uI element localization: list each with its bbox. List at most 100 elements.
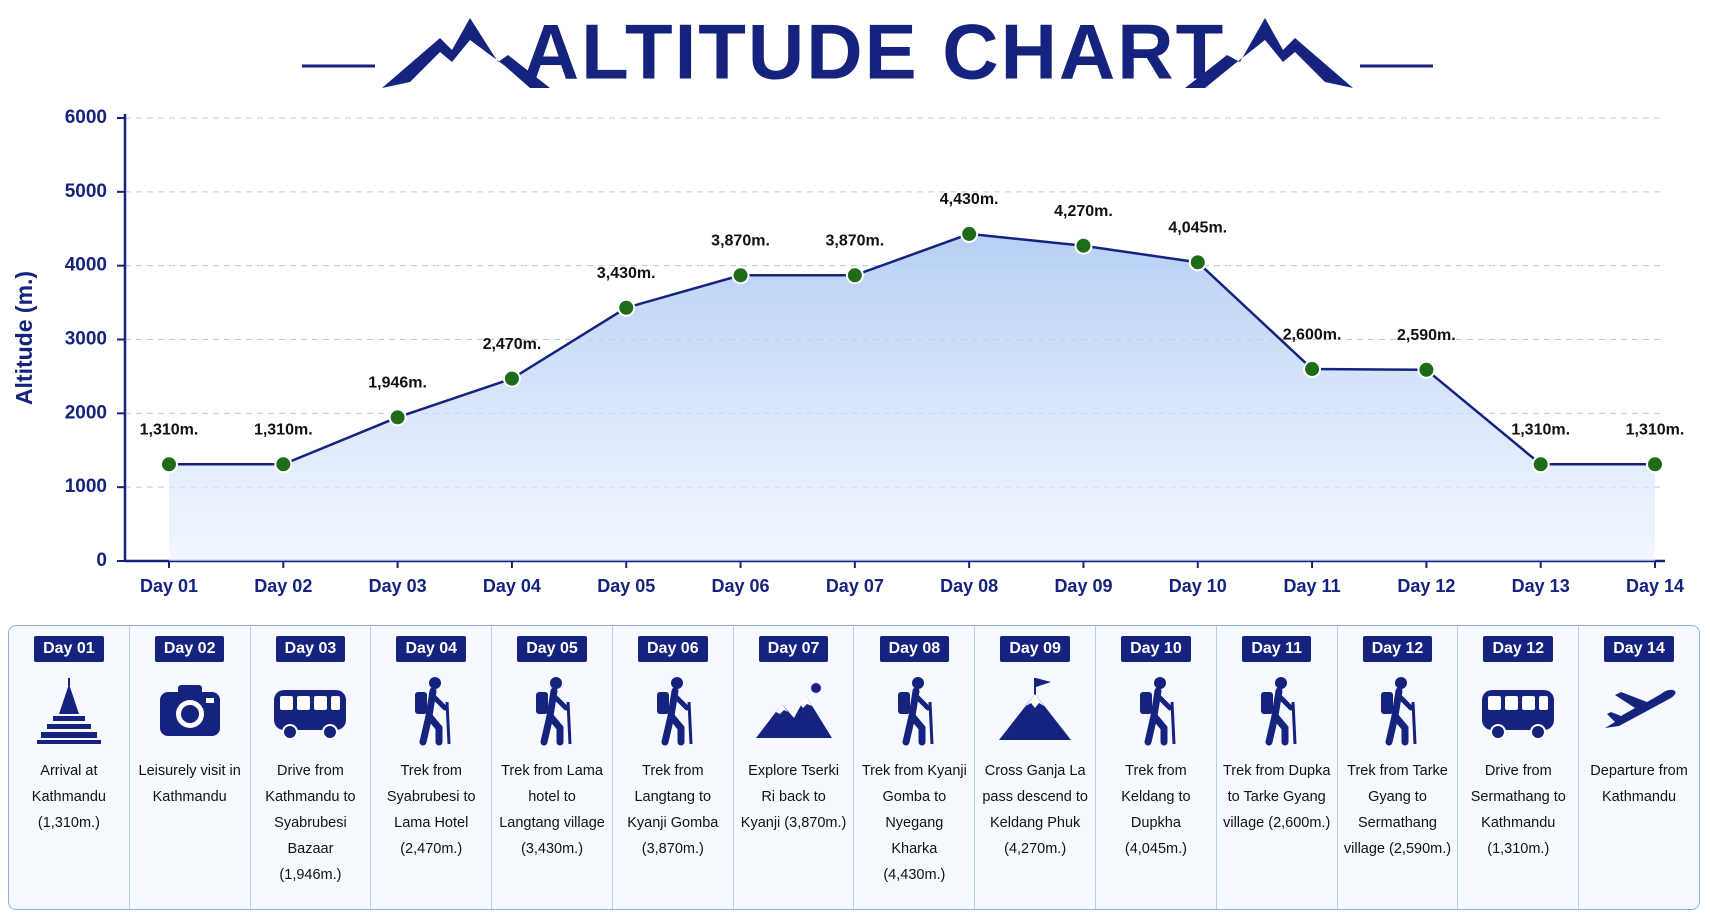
day-description: Trek from Langtang to Kyanji Gomba (3,87… xyxy=(627,763,719,857)
value-label: 1,310m. xyxy=(254,421,313,438)
title-decoration xyxy=(302,18,1433,88)
point xyxy=(1531,455,1550,474)
x-tick-label: Day 08 xyxy=(940,576,998,596)
icon xyxy=(1481,689,1556,740)
value-label: 1,310m. xyxy=(1626,421,1685,438)
day-description: Trek from Dupka to Tarke Gyang village (… xyxy=(1222,763,1331,831)
itinerary-card: Day 11 Trek from Dupka to Tarke Gyang vil… xyxy=(1217,626,1338,909)
y-tick-label: 0 xyxy=(96,550,107,571)
y-tick-label: 5000 xyxy=(65,181,107,202)
itinerary-card: Day 12 Trek from Tarke Gyang to Sermathan… xyxy=(1338,626,1459,909)
icon xyxy=(1235,676,1319,746)
y-tick-label: 1000 xyxy=(65,476,107,497)
day-description: Drive from Sermathang to Kathmandu (1,31… xyxy=(1470,763,1566,857)
day-badge: Day 08 xyxy=(879,636,950,662)
icon xyxy=(159,685,220,736)
itinerary-card: Day 03 Drive from Kathmandu to Syabrubesi… xyxy=(251,626,372,909)
y-tick-label: 6000 xyxy=(65,107,107,128)
icon xyxy=(389,676,473,746)
value-label: 4,045m. xyxy=(1168,220,1227,237)
day-badge: Day 11 xyxy=(1242,636,1312,662)
itinerary-card: Day 01 Arrival at Kathmandu (1,310m.) xyxy=(9,626,130,909)
day-badge: Day 07 xyxy=(758,636,829,662)
x-tick-label: Day 02 xyxy=(254,576,312,596)
itinerary-card: Day 02 Leisurely visit in Kathmandu xyxy=(130,626,251,909)
day-description: Trek from Syabrubesi to Lama Hotel (2,47… xyxy=(386,763,476,857)
day-badge: Day 10 xyxy=(1121,636,1191,662)
x-tick-label: Day 05 xyxy=(597,576,655,596)
point xyxy=(731,266,750,285)
point xyxy=(388,408,407,427)
x-tick-label: Day 12 xyxy=(1397,576,1455,596)
x-tick-label: Day 11 xyxy=(1284,576,1341,596)
day-description: Trek from Tarke Gyang to Sermathang vill… xyxy=(1343,763,1452,857)
area xyxy=(169,233,1655,561)
x-tick-label: Day 01 xyxy=(140,576,198,596)
value-label: 3,430m. xyxy=(597,265,656,282)
point xyxy=(274,455,293,474)
icon xyxy=(36,678,101,744)
day-badge: Day 09 xyxy=(1000,636,1070,662)
icon xyxy=(631,676,715,746)
day-badge: Day 06 xyxy=(638,636,708,662)
itinerary-card: Day 07 Explore Tserki Ri back to Kyanji (… xyxy=(734,626,855,909)
x-tick-label: Day 04 xyxy=(483,576,541,596)
point xyxy=(845,266,864,285)
itinerary-card: Day 10 Trek from Keldang to Dupkha (4,045… xyxy=(1096,626,1217,909)
day-badge: Day 02 xyxy=(154,636,225,662)
day-badge: Day 05 xyxy=(517,636,587,662)
value-label: 3,870m. xyxy=(825,232,884,249)
point xyxy=(1646,455,1664,474)
day-badge: Day 01 xyxy=(34,636,104,662)
point xyxy=(1417,360,1436,379)
day-description: Trek from Keldang to Dupkha (4,045m.) xyxy=(1121,763,1191,857)
itinerary-card: Day 08 Trek from Kyanji Gomba to Nyegang … xyxy=(854,626,976,909)
point xyxy=(1188,253,1207,272)
line xyxy=(169,232,1655,466)
x-tick-label: Day 07 xyxy=(826,576,884,596)
x-tick-label: Day 14 xyxy=(1626,576,1684,596)
value-label: 1,946m. xyxy=(368,375,427,392)
value-label: 2,470m. xyxy=(483,336,542,353)
point xyxy=(1303,360,1322,379)
day-badge: Day 12 xyxy=(1483,636,1554,662)
chart: ALTITUDE CHART Altitude (m.) 0 1000 2000 30… xyxy=(11,8,1685,596)
value-label: 1,310m. xyxy=(140,421,199,438)
value-label: 4,270m. xyxy=(1054,203,1113,220)
day-description: Explore Tserki Ri back to Kyanji (3,870m… xyxy=(740,763,847,831)
y-tick-label: 2000 xyxy=(65,402,107,423)
x-tick-label: Day 13 xyxy=(1512,576,1570,596)
y-tick-label: 3000 xyxy=(65,329,107,350)
itinerary-card: Day 14 Departure from Kathmandu xyxy=(1579,626,1699,909)
icon xyxy=(1114,676,1198,746)
value-label: 4,430m. xyxy=(940,191,999,208)
value-label: 2,600m. xyxy=(1283,326,1342,343)
day-description: Leisurely visit in Kathmandu xyxy=(138,763,241,805)
y-tick-label: 4000 xyxy=(65,255,107,276)
itinerary-card: Day 06 Trek from Langtang to Kyanji Gomba… xyxy=(613,626,734,909)
day-badge: Day 03 xyxy=(275,636,346,662)
itinerary-card: Day 09 Cross Ganja La pass descend to Kel… xyxy=(975,626,1097,909)
itinerary-card: Day 12 Drive from Sermathang to Kathmandu… xyxy=(1458,626,1580,909)
x-tick-label: Day 09 xyxy=(1054,576,1112,596)
value-label: 1,310m. xyxy=(1511,421,1570,438)
point xyxy=(960,224,979,243)
point xyxy=(160,455,178,474)
itinerary-card: Day 05 Trek from Lama hotel to Langtang v… xyxy=(492,626,613,909)
day-description: Cross Ganja La pass descend to Keldang P… xyxy=(982,763,1088,857)
icon xyxy=(273,689,348,740)
day-badge: Day 12 xyxy=(1362,636,1433,662)
day-badge: Day 04 xyxy=(396,636,467,662)
x-tick-label: Day 10 xyxy=(1169,576,1227,596)
icon xyxy=(1355,676,1439,746)
day-description: Arrival at Kathmandu (1,310m.) xyxy=(31,763,106,831)
chart-title: ALTITUDE CHART xyxy=(523,8,1225,96)
day-description: Drive from Kathmandu to Syabrubesi Bazaa… xyxy=(265,763,356,883)
day-badge: Day 14 xyxy=(1604,636,1674,662)
icon xyxy=(999,678,1072,740)
icon xyxy=(1605,689,1676,728)
point xyxy=(502,369,521,388)
icon xyxy=(755,683,832,738)
icon xyxy=(510,676,594,746)
